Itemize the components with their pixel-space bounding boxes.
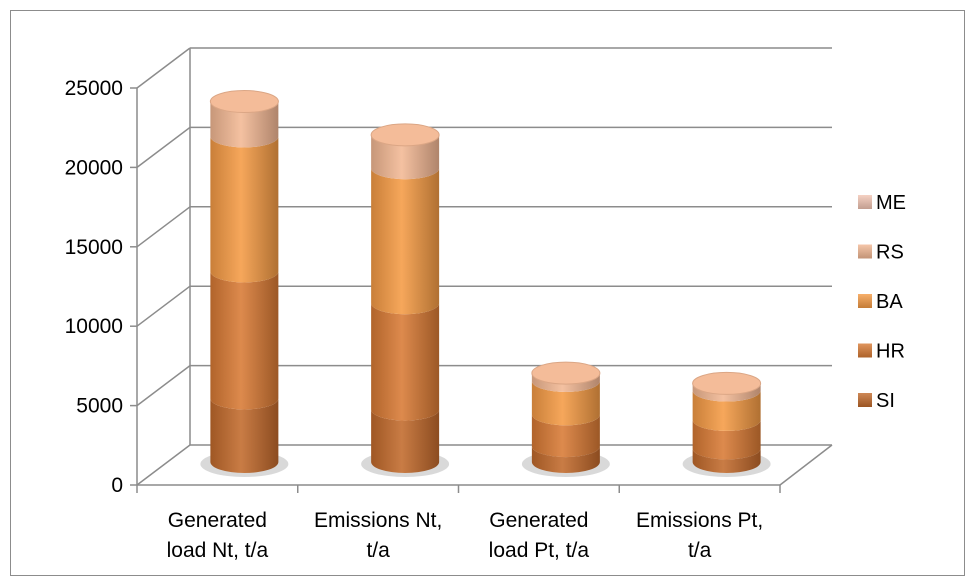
bar-hr (371, 303, 440, 421)
x-category-label: t/a (366, 539, 390, 562)
bar-top-cap (209, 90, 279, 114)
legend-label-si: SI (876, 390, 895, 412)
bar-rs (531, 373, 600, 393)
bar-hr (531, 414, 600, 458)
y-tick-label: 5000 (76, 395, 123, 418)
x-category-label: load Nt, t/a (167, 539, 269, 562)
y-axis-ticks: 0 5000 10000 15000 20000 25000 (65, 77, 123, 497)
legend-swatch-ba (858, 294, 872, 308)
x-category-label: t/a (688, 539, 712, 562)
legend-swatch-me (858, 195, 872, 209)
legend-label-ba: BA (876, 291, 903, 313)
grid-diagonal (136, 47, 191, 89)
bar-ba (371, 168, 440, 315)
bar-series (200, 90, 771, 477)
bar-ba (692, 390, 761, 431)
x-category-label: load Pt, t/a (489, 539, 590, 562)
bar-rs (692, 383, 761, 402)
legend-swatch-hr (858, 343, 872, 358)
y-tick-label: 0 (111, 474, 123, 497)
bar-si (692, 448, 761, 473)
bar-rs (210, 101, 279, 148)
bar-si (210, 398, 279, 473)
legend-label-rs: RS (876, 242, 904, 264)
y-tick-label: 15000 (65, 236, 123, 259)
grid-lines (130, 47, 833, 493)
legend-swatch-rs (858, 244, 872, 259)
y-tick-label: 10000 (65, 315, 123, 338)
legend-label-me: ME (876, 192, 906, 214)
bar-rs (371, 134, 440, 180)
legend: ME RS BA HR SI (858, 192, 906, 412)
bar-hr (210, 271, 279, 410)
bar-ba (531, 381, 600, 426)
grid-diagonal (136, 206, 191, 248)
floor-right-edge (779, 444, 833, 486)
legend-swatch-si (858, 393, 872, 407)
x-category-label: Emissions Pt, (636, 509, 763, 532)
grid-diagonal (136, 365, 191, 407)
bar-si (531, 446, 600, 473)
legend-label-hr: HR (876, 341, 905, 363)
grid-diagonal (136, 285, 191, 327)
chart-frame (10, 10, 965, 576)
bar-ba (210, 136, 279, 283)
x-category-label: Generated (168, 509, 267, 532)
bar-top-cap (531, 361, 601, 385)
grid-diagonal (136, 126, 191, 168)
bar-top-cap (692, 371, 762, 395)
x-axis-categories: Generated load Nt, t/a Emissions Nt, t/a Gen… (167, 509, 764, 562)
x-category-label: Emissions Nt, (314, 509, 442, 532)
y-tick-label: 25000 (65, 77, 123, 100)
bar-hr (692, 419, 761, 460)
bar-si (371, 409, 440, 473)
y-tick-label: 20000 (65, 156, 123, 179)
x-category-label: Generated (489, 509, 588, 532)
bar-top-cap (370, 123, 440, 147)
grid-diagonal (136, 444, 191, 486)
